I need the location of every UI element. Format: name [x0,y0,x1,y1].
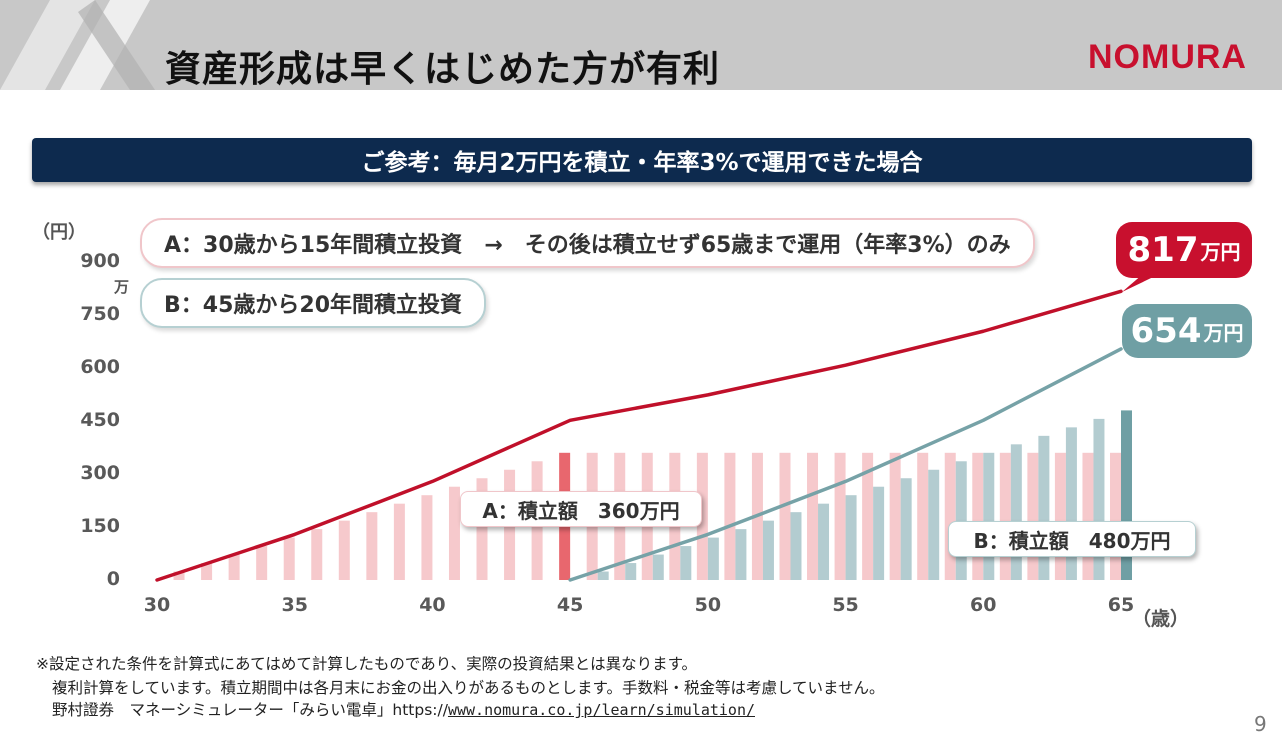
bar-b-64 [1093,418,1105,580]
y-tick-600: 600 [80,356,120,378]
final-value-b: 654 万円 [1122,304,1252,358]
bar-b-61 [1010,444,1022,580]
bar-a-54 [807,452,819,580]
bar-a-61 [999,452,1011,580]
final-value-b-number: 654 [1130,311,1202,351]
nomura-logo: NOMURA [1088,38,1247,76]
bar-b-47 [625,563,637,580]
bar-a-64 [1082,452,1094,580]
x-tick-55: 55 [832,594,859,616]
y-axis-unit: （円） [32,222,86,243]
callout-plan-b: B：45歳から20年間積立投資 [140,278,486,328]
bar-b-51 [735,529,747,580]
bar-b-53 [790,512,802,580]
bar-b-52 [762,520,774,580]
condition-banner: ご参考：毎月2万円を積立・年率3%で運用できた場合 [32,138,1252,182]
header-decoration [0,0,155,90]
bar-b-55 [845,495,857,580]
bar-a-32 [201,563,213,580]
y-tick-0: 0 [106,568,120,590]
page-number: 9 [1254,712,1267,736]
bar-b-46 [597,571,609,580]
x-tick-60: 60 [970,594,997,616]
bar-b-59 [955,461,967,580]
final-value-a: 817 万円 [1116,222,1252,278]
bar-a-65 [1110,452,1121,580]
bar-b-65 [1121,410,1132,580]
x-tick-65: 65 [1107,594,1135,616]
callout-plan-a: A：30歳から15年間積立投資 → その後は積立せず65歳まで運用（年率3%）の… [140,218,1035,268]
bar-b-62 [1038,435,1050,580]
series-line-a [155,289,1123,582]
bar-a-40 [421,495,433,580]
y-axis-unit-man: 万 [114,278,130,296]
series-line-b [568,347,1123,582]
bar-b-63 [1065,427,1077,580]
bar-a-39 [393,503,405,580]
bar-a-50 [696,452,708,580]
page-title: 資産形成は早くはじめた方が有利 [165,49,721,90]
footnote-line-3: 野村證券 マネーシミュレーター「みらい電卓」https://www.nomura… [52,698,755,720]
bar-a-59 [944,452,956,580]
x-tick-35: 35 [281,594,308,616]
y-tick-450: 450 [80,409,120,431]
bar-b-57 [900,478,912,580]
footnote-source: 野村證券 マネーシミュレーター「みらい電卓」https:// [52,701,448,719]
label-b-total: B：積立額 480万円 [948,521,1196,557]
bar-a-62 [1027,452,1039,580]
bar-a-57 [889,452,901,580]
bar-b-54 [818,503,830,580]
footnote-line-2: 複利計算をしています。積立期間中は各月末にお金の出入りがあるものとします。手数料… [52,679,885,697]
header: 資産形成は早くはじめた方が有利 NOMURA [0,0,1282,90]
final-value-b-unit: 万円 [1203,320,1244,345]
bar-b-56 [873,486,885,580]
y-tick-150: 150 [80,515,120,537]
x-tick-30: 30 [143,594,171,616]
bar-a-31 [173,571,185,580]
x-tick-45: 45 [556,594,584,616]
final-value-a-number: 817 [1127,230,1199,270]
simulator-link[interactable]: www.nomura.co.jp/learn/simulation/ [447,701,755,719]
bar-b-50 [707,537,719,580]
label-a-total: A：積立額 360万円 [460,491,702,527]
bar-b-60 [983,452,995,580]
bar-a-36 [311,529,323,580]
x-tick-40: 40 [419,594,446,616]
y-tick-900: 900 [80,250,120,272]
bar-a-35 [283,537,295,580]
y-tick-750: 750 [80,303,120,325]
bar-a-41 [448,486,460,580]
bar-a-60 [972,452,984,580]
y-tick-300: 300 [80,462,120,484]
bar-b-49 [680,546,692,580]
bar-a-58 [917,452,929,580]
bar-a-53 [779,452,791,580]
bar-a-38 [366,512,378,580]
x-axis-unit: （歳） [1132,608,1190,630]
bar-b-48 [652,554,664,580]
bar-b-58 [928,469,940,580]
bar-a-37 [338,520,350,580]
bar-a-42 [476,478,488,580]
bar-a-55 [834,452,846,580]
bar-a-33 [228,554,240,580]
bar-a-56 [862,452,874,580]
footnote-line-1: ※設定された条件を計算式にあてはめて計算したものであり、実際の投資結果とは異なり… [36,655,698,673]
bar-a-63 [1054,452,1066,580]
final-value-a-unit: 万円 [1200,239,1241,264]
x-tick-50: 50 [694,594,722,616]
bar-a-34 [256,546,268,580]
bar-a-51 [724,452,736,580]
